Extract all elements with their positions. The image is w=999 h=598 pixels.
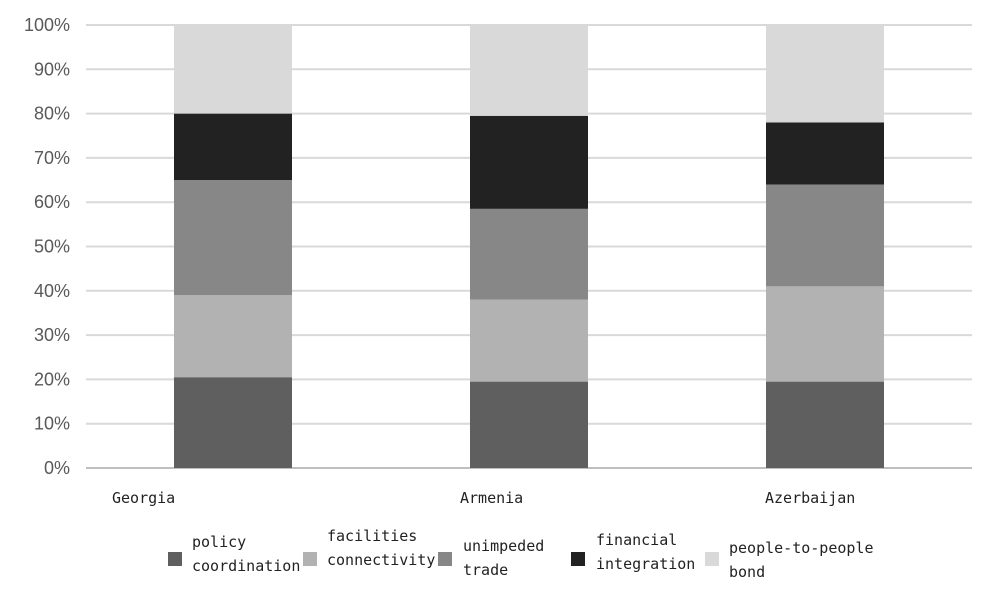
axis-layer: 0% 10% 20% 30% 40% 50% 60% 70% 80% 90% 100% Georgia… bbox=[24, 15, 855, 507]
y-tick-label: 0% bbox=[44, 458, 70, 478]
bar-segment-georgia-1 bbox=[174, 295, 292, 378]
bar-segment-armenia-2 bbox=[470, 208, 588, 300]
x-category-label: Armenia bbox=[460, 489, 523, 507]
legend-swatch bbox=[571, 552, 585, 566]
bar-segment-armenia-3 bbox=[470, 115, 588, 209]
y-tick-label: 60% bbox=[34, 192, 70, 212]
legend-swatch bbox=[438, 552, 452, 566]
y-tick-label: 90% bbox=[34, 59, 70, 79]
legend-swatch bbox=[705, 552, 719, 566]
bar-segment-azerbaijan-4 bbox=[766, 25, 884, 123]
legend-swatch bbox=[303, 552, 317, 566]
bar-segment-georgia-2 bbox=[174, 180, 292, 296]
legend-label: financial integration bbox=[596, 531, 695, 573]
bar-segment-azerbaijan-3 bbox=[766, 122, 884, 185]
y-tick-label: 80% bbox=[34, 104, 70, 124]
legend-label: unimpeded trade bbox=[463, 537, 544, 579]
y-tick-label: 100% bbox=[24, 15, 70, 35]
bar-segment-azerbaijan-1 bbox=[766, 286, 884, 382]
bar-segment-georgia-0 bbox=[174, 377, 292, 468]
bar-segment-georgia-4 bbox=[174, 25, 292, 114]
bar-segment-azerbaijan-0 bbox=[766, 381, 884, 468]
legend: policy coordination facilities connectivity… bbox=[168, 527, 874, 581]
y-tick-label: 10% bbox=[34, 414, 70, 434]
bar-segment-georgia-3 bbox=[174, 113, 292, 181]
y-tick-label: 70% bbox=[34, 148, 70, 168]
legend-label: facilities connectivity bbox=[327, 527, 435, 569]
y-tick-label: 20% bbox=[34, 369, 70, 389]
y-tick-label: 50% bbox=[34, 237, 70, 257]
x-category-label: Georgia bbox=[112, 489, 175, 507]
bar-segment-armenia-0 bbox=[470, 381, 588, 468]
legend-swatch bbox=[168, 552, 182, 566]
bars-layer bbox=[174, 25, 884, 468]
legend-label: people-to-people bond bbox=[729, 539, 874, 581]
bar-segment-armenia-4 bbox=[470, 25, 588, 116]
bar-segment-armenia-1 bbox=[470, 299, 588, 382]
legend-label: policy coordination bbox=[192, 533, 300, 575]
bar-segment-azerbaijan-2 bbox=[766, 184, 884, 287]
y-tick-label: 30% bbox=[34, 325, 70, 345]
y-tick-label: 40% bbox=[34, 281, 70, 301]
x-category-label: Azerbaijan bbox=[765, 489, 855, 507]
